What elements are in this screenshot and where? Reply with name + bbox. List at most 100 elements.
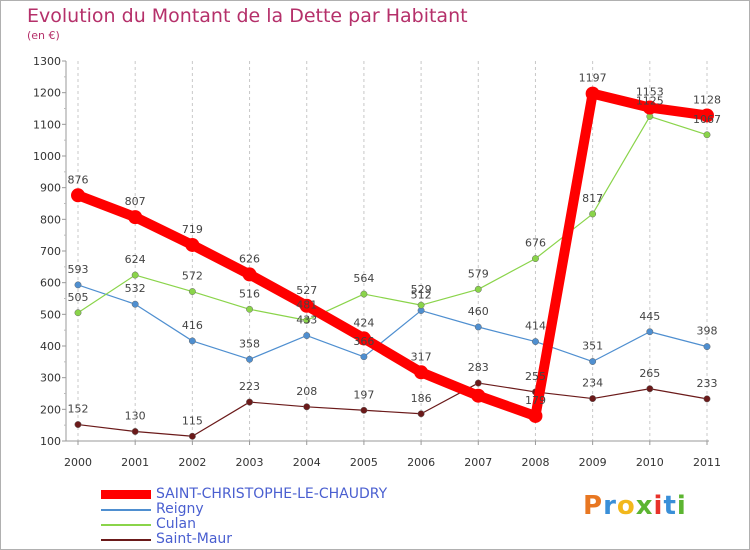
series-line-0 [73, 88, 712, 421]
data-point [303, 332, 311, 339]
logo-letter: o [616, 491, 636, 521]
y-tick-label: 400 [40, 340, 61, 353]
data-label: 1197 [579, 72, 607, 85]
data-label: 130 [125, 410, 146, 423]
data-point [246, 355, 253, 363]
y-tick-label: 600 [40, 277, 61, 290]
y-tick-label: 200 [40, 403, 61, 416]
x-tick-label: 2011 [693, 456, 721, 469]
data-point [474, 379, 482, 387]
data-label: 1128 [693, 93, 721, 106]
data-label: 255 [525, 370, 546, 383]
data-label: 807 [125, 195, 146, 208]
data-point [74, 309, 82, 317]
data-label: 414 [525, 320, 546, 333]
data-label: 817 [582, 192, 603, 205]
data-point [128, 210, 143, 225]
series-line-1 [77, 284, 708, 363]
data-label: 186 [411, 392, 432, 405]
data-label: 152 [68, 403, 89, 416]
data-point [414, 365, 429, 380]
data-label: 351 [582, 340, 603, 353]
data-label: 366 [353, 335, 374, 348]
y-tick-label: 800 [40, 213, 61, 226]
legend-item: Culan [101, 516, 431, 533]
data-label: 398 [697, 325, 718, 338]
data-label: 445 [639, 310, 660, 323]
data-point [188, 337, 196, 345]
data-point [360, 353, 368, 361]
data-point [642, 100, 657, 115]
data-point [471, 388, 486, 403]
x-tick-label: 2004 [293, 456, 321, 469]
x-tick-label: 2009 [579, 456, 607, 469]
data-point [528, 408, 543, 423]
data-label: 564 [353, 272, 374, 285]
logo-letter: i [676, 491, 687, 521]
data-label: 1125 [636, 94, 664, 107]
data-point [303, 316, 311, 324]
data-label: 719 [182, 223, 203, 236]
y-tick-label: 500 [40, 308, 61, 321]
data-point [532, 255, 539, 263]
data-point [417, 410, 425, 418]
data-point [474, 323, 482, 331]
x-tick-label: 2008 [521, 456, 549, 469]
series-line-3 [77, 382, 708, 437]
data-point [360, 406, 368, 414]
data-label: 283 [468, 361, 489, 374]
data-point [532, 338, 539, 346]
logo-letter: i [653, 491, 664, 521]
x-tick-label: 2005 [350, 456, 378, 469]
y-tick-label: 1200 [33, 87, 61, 100]
data-point [131, 271, 139, 279]
legend-label: Reigny [156, 501, 204, 517]
data-label: 265 [639, 367, 660, 380]
data-point [589, 358, 597, 365]
data-label: 529 [411, 283, 432, 296]
data-label: 208 [296, 385, 317, 398]
data-label: 115 [182, 414, 203, 427]
data-point [188, 288, 196, 295]
y-tick-label: 1000 [33, 150, 61, 163]
data-point [246, 305, 253, 313]
legend-item: Reigny [101, 501, 431, 518]
data-point [74, 421, 82, 428]
data-label: 505 [68, 291, 89, 304]
data-point [74, 281, 82, 289]
chart-unit: (en €) [27, 29, 60, 42]
data-point [589, 395, 597, 403]
data-point [131, 300, 139, 308]
data-label: 317 [411, 350, 432, 363]
data-label: 512 [411, 289, 432, 302]
data-label: 416 [182, 319, 203, 332]
data-label: 593 [68, 263, 89, 276]
data-label: 527 [296, 284, 317, 297]
data-point [646, 385, 654, 393]
data-label: 223 [239, 380, 260, 393]
legend-item: Saint-Maur [101, 531, 431, 548]
data-label: 433 [296, 314, 317, 327]
data-label: 358 [239, 337, 260, 350]
data-point [703, 395, 711, 403]
data-point [703, 343, 711, 351]
legend-swatch [101, 539, 151, 541]
legend-swatch [101, 524, 151, 526]
data-label: 579 [468, 267, 489, 280]
y-tick-label: 100 [40, 435, 61, 448]
data-label: 626 [239, 252, 260, 265]
data-label: 516 [239, 287, 260, 300]
y-tick-label: 1300 [33, 55, 61, 68]
data-point [299, 298, 314, 313]
x-tick-label: 2000 [64, 456, 92, 469]
data-point [242, 267, 257, 282]
data-label: 1153 [636, 86, 664, 99]
logo-letter: r [603, 491, 617, 521]
y-tick-label: 1100 [33, 118, 61, 131]
proxiti-logo: Proxiti [583, 491, 687, 521]
x-tick-label: 2010 [636, 456, 664, 469]
data-point [703, 131, 711, 139]
data-point [589, 210, 597, 218]
